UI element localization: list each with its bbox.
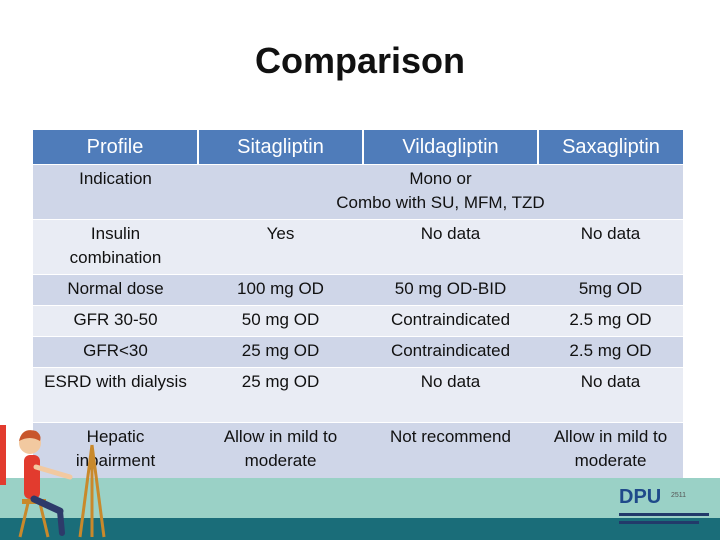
insulin-saxagliptin: No data bbox=[538, 219, 683, 275]
slide-title: Comparison bbox=[254, 40, 466, 81]
insulin-label-line-1: Insulin bbox=[90, 224, 141, 243]
hepatic-sitagliptin-line-1: Allow in mild to bbox=[223, 427, 338, 446]
esrd-sitagliptin: 25 mg OD bbox=[198, 367, 363, 423]
table-row: ESRD with dialysis 25 mg OD No data No d… bbox=[33, 367, 683, 423]
esrd-saxagliptin: No data bbox=[538, 367, 683, 423]
indication-line-2: Combo with SU, MFM, TZD bbox=[336, 193, 545, 212]
gfr-lt30-sitagliptin: 25 mg OD bbox=[198, 336, 363, 368]
insulin-vildagliptin: No data bbox=[363, 219, 538, 275]
table-row: GFR<30 25 mg OD Contraindicated 2.5 mg O… bbox=[33, 336, 683, 368]
normal-dose-vildagliptin: 50 mg OD-BID bbox=[363, 274, 538, 306]
hepatic-label-line-1: Hepatic bbox=[86, 427, 145, 446]
person-at-easel-illustration bbox=[0, 425, 106, 538]
indication-line-1: Mono or bbox=[409, 169, 472, 188]
header-saxagliptin: Saxagliptin bbox=[538, 130, 683, 165]
logo-brand: DPU bbox=[619, 486, 662, 508]
indication-value: Mono or Combo with SU, MFM, TZD bbox=[198, 164, 683, 220]
header-vildagliptin: Vildagliptin bbox=[363, 130, 539, 165]
hepatic-saxagliptin: Allow in mild to moderate bbox=[538, 422, 683, 478]
logo-thai-text-line bbox=[619, 513, 709, 516]
gfr-lt30-vildagliptin: Contraindicated bbox=[363, 336, 538, 368]
gfr-30-50-vildagliptin: Contraindicated bbox=[363, 305, 538, 337]
footer-band-light bbox=[0, 478, 720, 518]
logo-year: 2511 bbox=[671, 492, 687, 499]
footer-band-dark bbox=[0, 518, 720, 540]
normal-dose-sitagliptin: 100 mg OD bbox=[198, 274, 363, 306]
esrd-vildagliptin: No data bbox=[363, 367, 538, 423]
table-row: Insulin combination Yes No data No data bbox=[33, 219, 683, 275]
hepatic-sitagliptin-line-2: moderate bbox=[244, 451, 317, 470]
hepatic-sitagliptin: Allow in mild to moderate bbox=[198, 422, 363, 478]
normal-dose-saxagliptin: 5mg OD bbox=[538, 274, 683, 306]
logo-thai-text-line bbox=[619, 521, 699, 524]
hepatic-saxagliptin-line-2: moderate bbox=[574, 451, 647, 470]
table-row: GFR 30-50 50 mg OD Contraindicated 2.5 m… bbox=[33, 305, 683, 337]
row-label-indication: Indication bbox=[33, 164, 198, 220]
insulin-sitagliptin: Yes bbox=[198, 219, 363, 275]
table-row: Indication Mono or Combo with SU, MFM, T… bbox=[33, 164, 683, 220]
row-label-gfr-30-50: GFR 30-50 bbox=[33, 305, 198, 337]
row-label-hepatic: Hepatic inpairment bbox=[33, 422, 198, 478]
header-profile: Profile bbox=[33, 130, 199, 165]
table-row: Hepatic inpairment Allow in mild to mode… bbox=[33, 422, 683, 478]
gfr-30-50-saxagliptin: 2.5 mg OD bbox=[538, 305, 683, 337]
hepatic-saxagliptin-line-1: Allow in mild to bbox=[553, 427, 668, 446]
table-row: Normal dose 100 mg OD 50 mg OD-BID 5mg O… bbox=[33, 274, 683, 306]
header-sitagliptin: Sitagliptin bbox=[198, 130, 364, 165]
row-label-gfr-lt30: GFR<30 bbox=[33, 336, 198, 368]
row-label-esrd: ESRD with dialysis bbox=[33, 367, 198, 423]
gfr-30-50-sitagliptin: 50 mg OD bbox=[198, 305, 363, 337]
row-label-insulin: Insulin combination bbox=[33, 219, 198, 275]
dpu-logo: DPU 2511 bbox=[615, 486, 715, 532]
gfr-lt30-saxagliptin: 2.5 mg OD bbox=[538, 336, 683, 368]
insulin-label-line-2: combination bbox=[69, 248, 162, 267]
hepatic-vildagliptin: Not recommend bbox=[363, 422, 538, 478]
row-label-normal-dose: Normal dose bbox=[33, 274, 198, 306]
table-header-row: Profile Sitagliptin Vildagliptin Saxagli… bbox=[33, 130, 683, 165]
comparison-table: Profile Sitagliptin Vildagliptin Saxagli… bbox=[33, 130, 683, 478]
